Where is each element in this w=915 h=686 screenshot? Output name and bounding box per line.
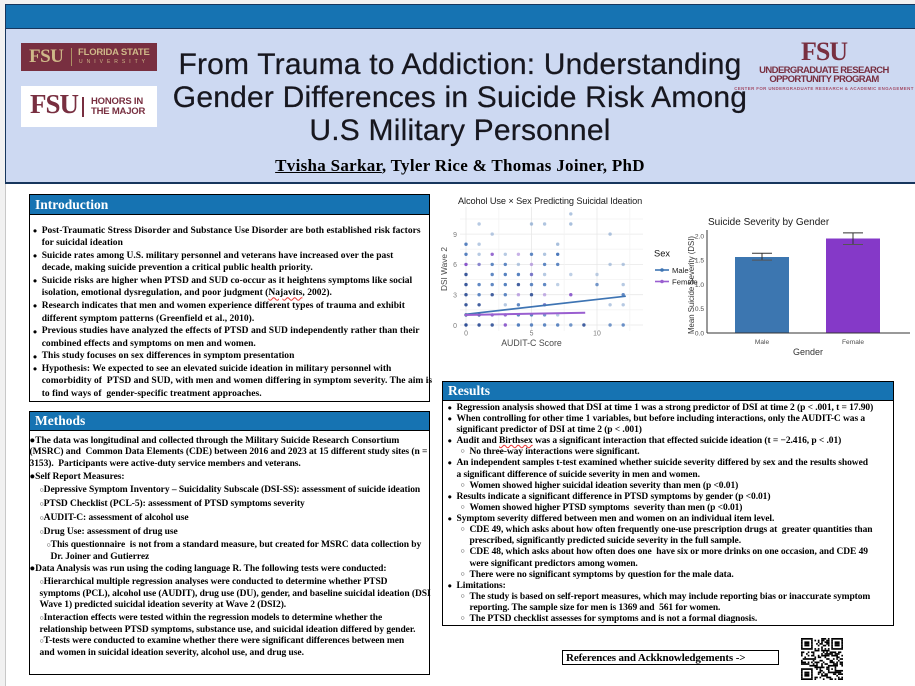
- svg-text:Sex: Sex: [654, 249, 670, 259]
- svg-text:0: 0: [453, 323, 457, 330]
- svg-text:1.0: 1.0: [695, 282, 704, 289]
- svg-text:Male: Male: [755, 339, 770, 346]
- svg-text:1.5: 1.5: [695, 258, 704, 265]
- svg-text:Female: Female: [672, 278, 698, 287]
- svg-text:DSI Wave 2: DSI Wave 2: [440, 247, 449, 291]
- svg-text:9: 9: [453, 232, 457, 239]
- svg-text:2.0: 2.0: [695, 233, 704, 240]
- svg-text:Alcohol Use × Sex Predicting S: Alcohol Use × Sex Predicting Suicidal Id…: [458, 196, 642, 206]
- svg-text:Female: Female: [842, 339, 864, 346]
- svg-text:3: 3: [453, 293, 457, 300]
- svg-text:Gender: Gender: [793, 347, 823, 357]
- svg-text:AUDIT-C Score: AUDIT-C Score: [501, 338, 562, 348]
- svg-text:5: 5: [530, 331, 534, 338]
- svg-text:Mean Suicide Severity (DSI): Mean Suicide Severity (DSI): [688, 236, 696, 334]
- svg-text:Suicide Severity by Gender: Suicide Severity by Gender: [708, 217, 830, 228]
- svg-text:0.0: 0.0: [695, 331, 704, 338]
- svg-text:Male: Male: [672, 266, 689, 275]
- svg-text:10: 10: [593, 331, 601, 338]
- svg-text:6: 6: [453, 262, 457, 269]
- svg-text:0: 0: [464, 331, 468, 338]
- svg-text:0.5: 0.5: [695, 306, 704, 313]
